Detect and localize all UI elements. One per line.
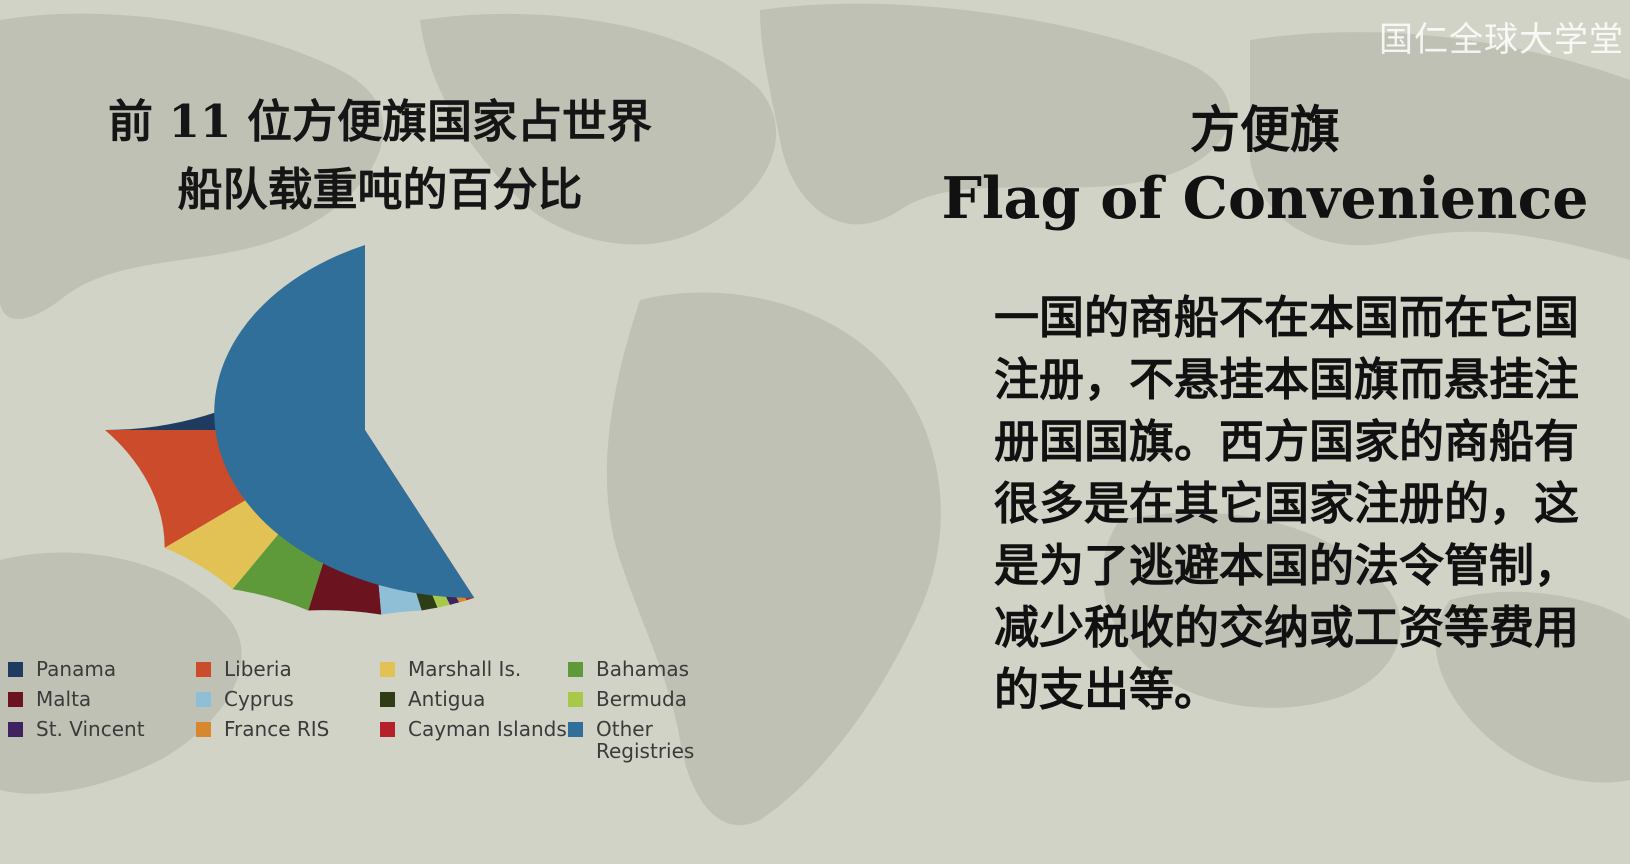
legend-swatch (568, 722, 583, 737)
legend-swatch (196, 662, 211, 677)
legend-label: St. Vincent (36, 717, 145, 741)
legend-label: Liberia (224, 657, 292, 681)
legend-swatch (8, 722, 23, 737)
chart-title: 前 11 位方便旗国家占世界 船队载重吨的百分比 (60, 88, 700, 224)
title-english: Flag of Convenience (941, 165, 1589, 232)
legend-swatch (380, 692, 395, 707)
legend-label: France RIS (224, 717, 330, 741)
legend-swatch (568, 692, 583, 707)
chart-title-line1: 前 11 位方便旗国家占世界 (108, 95, 652, 148)
legend-label: Antigua (408, 687, 486, 711)
section-title: 方便旗 Flag of Convenience (940, 98, 1590, 236)
legend-label: Cyprus (224, 687, 294, 711)
legend-swatch (8, 692, 23, 707)
legend-label: Bermuda (596, 687, 688, 711)
legend-label: Other Registries (596, 717, 695, 763)
legend-swatch (196, 692, 211, 707)
chart-title-line2: 船队载重吨的百分比 (177, 163, 583, 216)
legend-swatch (380, 722, 395, 737)
watermark-text: 国仁全球大学堂 (1379, 20, 1624, 60)
legend-label: Marshall Is. (408, 657, 522, 681)
legend-label: Panama (36, 657, 117, 681)
definition-text: 一国的商船不在本国而在它国注册，不悬挂本国旗而悬挂注册国国旗。西方国家的商船有很… (994, 291, 1580, 716)
legend-swatch (568, 662, 583, 677)
legend-swatch (196, 722, 211, 737)
legend-swatch (380, 662, 395, 677)
legend-swatch (8, 662, 23, 677)
legend-label: Malta (36, 687, 92, 711)
legend-label: Cayman Islands (408, 717, 567, 741)
pie-slice-other-registries (214, 245, 475, 598)
pie-chart (105, 245, 475, 615)
legend-label: Bahamas (596, 657, 690, 681)
title-chinese: 方便旗 (1190, 100, 1340, 159)
